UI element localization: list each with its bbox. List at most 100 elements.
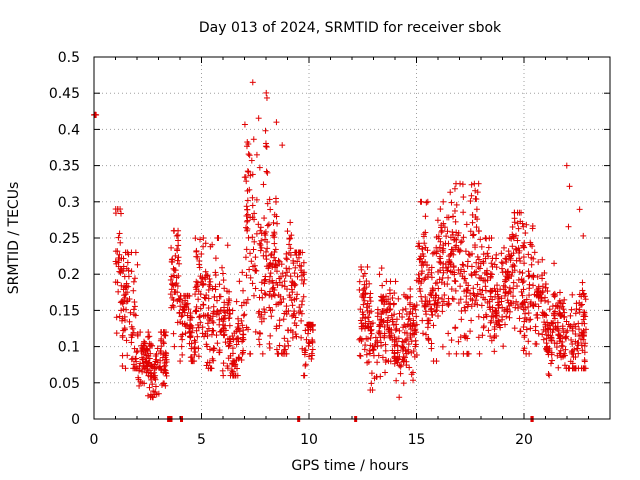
- data-point: [197, 273, 204, 280]
- data-point: [423, 199, 430, 206]
- data-point: [356, 278, 363, 285]
- data-point: [474, 253, 481, 260]
- data-point-peak: [124, 249, 131, 256]
- data-point: [179, 312, 186, 319]
- data-point: [397, 370, 404, 377]
- data-point: [137, 329, 144, 336]
- data-point: [393, 377, 400, 384]
- data-point: [274, 220, 281, 227]
- data-point: [246, 266, 253, 273]
- data-point: [115, 234, 122, 241]
- data-point: [256, 294, 263, 301]
- data-point: [160, 369, 167, 376]
- data-point: [270, 284, 277, 291]
- data-point: [141, 365, 148, 372]
- data-point: [367, 298, 374, 305]
- data-point: [202, 276, 209, 283]
- data-point: [184, 300, 191, 307]
- data-point-peak: [293, 249, 300, 256]
- data-point: [242, 254, 249, 261]
- data-point: [506, 284, 513, 291]
- data-point: [212, 255, 219, 262]
- data-point: [452, 278, 459, 285]
- data-point: [506, 314, 513, 321]
- data-point: [400, 324, 407, 331]
- data-point: [300, 259, 307, 266]
- data-point: [161, 366, 168, 373]
- data-point: [272, 246, 279, 253]
- data-point: [288, 297, 295, 304]
- data-point: [176, 260, 183, 267]
- data-point: [485, 327, 492, 334]
- data-point: [264, 239, 271, 246]
- data-point: [453, 350, 460, 357]
- data-point: [188, 329, 195, 336]
- data-point: [309, 346, 316, 353]
- data-point: [545, 370, 552, 377]
- data-point: [229, 350, 236, 357]
- data-point: [122, 365, 129, 372]
- data-point: [193, 327, 200, 334]
- data-point: [122, 284, 129, 291]
- data-point: [249, 202, 256, 209]
- data-point: [178, 313, 185, 320]
- data-point: [240, 312, 247, 319]
- data-point: [150, 388, 157, 395]
- data-point: [377, 323, 384, 330]
- data-point: [477, 236, 484, 243]
- data-point: [249, 280, 256, 287]
- data-point: [285, 307, 292, 314]
- data-point: [368, 330, 375, 337]
- data-point: [450, 213, 457, 220]
- data-point: [439, 308, 446, 315]
- data-point: [132, 355, 139, 362]
- data-point: [516, 315, 523, 322]
- data-point: [125, 267, 132, 274]
- data-point: [195, 296, 202, 303]
- data-point: [257, 247, 264, 254]
- data-point: [304, 330, 311, 337]
- data-point: [289, 334, 296, 341]
- data-point: [158, 381, 165, 388]
- data-point: [274, 350, 281, 357]
- data-point: [386, 333, 393, 340]
- data-point: [149, 381, 156, 388]
- data-point: [268, 293, 275, 300]
- y-tick-label: 0.2: [58, 267, 80, 283]
- y-tick-label: 0.5: [58, 50, 80, 66]
- data-point: [213, 332, 220, 339]
- data-point: [361, 290, 368, 297]
- data-point: [469, 219, 476, 226]
- data-point: [211, 345, 218, 352]
- data-point: [253, 196, 260, 203]
- data-point: [188, 340, 195, 347]
- data-point: [220, 325, 227, 332]
- data-point: [551, 260, 558, 267]
- plot-frame: [93, 56, 611, 420]
- data-point: [269, 277, 276, 284]
- data-point: [244, 206, 251, 213]
- data-point: [366, 280, 373, 287]
- data-point: [180, 306, 187, 313]
- data-point: [170, 296, 177, 303]
- data-point: [371, 375, 378, 382]
- data-point: [281, 310, 288, 317]
- data-point: [519, 292, 526, 299]
- data-point: [251, 238, 258, 245]
- data-point: [389, 318, 396, 325]
- data-point: [168, 304, 175, 311]
- data-point: [146, 340, 153, 347]
- data-point: [460, 209, 467, 216]
- data-point: [194, 281, 201, 288]
- data-point: [258, 311, 265, 318]
- data-point: [468, 272, 475, 279]
- data-point: [565, 223, 572, 230]
- data-point: [381, 330, 388, 337]
- data-point: [418, 198, 425, 205]
- data-point: [450, 264, 457, 271]
- data-point: [452, 218, 459, 225]
- data-point: [199, 330, 206, 337]
- data-point: [365, 324, 372, 331]
- data-point: [243, 224, 250, 231]
- data-point: [413, 313, 420, 320]
